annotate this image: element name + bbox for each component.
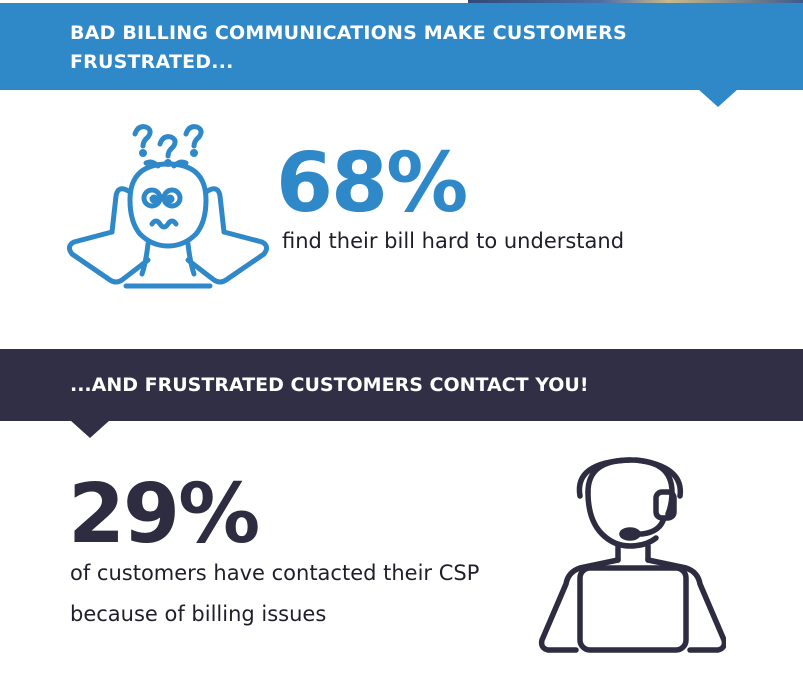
support-agent-icon bbox=[538, 457, 726, 653]
confused-person-icon bbox=[66, 124, 270, 289]
banner-pointer bbox=[698, 89, 738, 107]
banner-title: BAD BILLING COMMUNICATIONS MAKE CUSTOMER… bbox=[70, 22, 627, 73]
stat-description-line: because of billing issues bbox=[70, 602, 327, 626]
banner-pointer bbox=[70, 420, 110, 438]
stat-68-percent: 68% bbox=[276, 136, 468, 231]
header-photo-edge bbox=[468, 0, 803, 3]
banner-title: ...AND FRUSTRATED CUSTOMERS CONTACT YOU! bbox=[70, 374, 589, 396]
stat-description-line: of customers have contacted their CSP bbox=[70, 561, 480, 585]
top-photo-strip bbox=[0, 0, 803, 3]
stat-description-csp: of customers have contacted their CSP be… bbox=[70, 553, 530, 635]
stat-29-percent: 29% bbox=[68, 467, 260, 562]
section-banner-frustrated: BAD BILLING COMMUNICATIONS MAKE CUSTOMER… bbox=[0, 3, 803, 90]
section-banner-contact: ...AND FRUSTRATED CUSTOMERS CONTACT YOU! bbox=[0, 349, 803, 421]
stat-description-bill: find their bill hard to understand bbox=[282, 229, 625, 253]
